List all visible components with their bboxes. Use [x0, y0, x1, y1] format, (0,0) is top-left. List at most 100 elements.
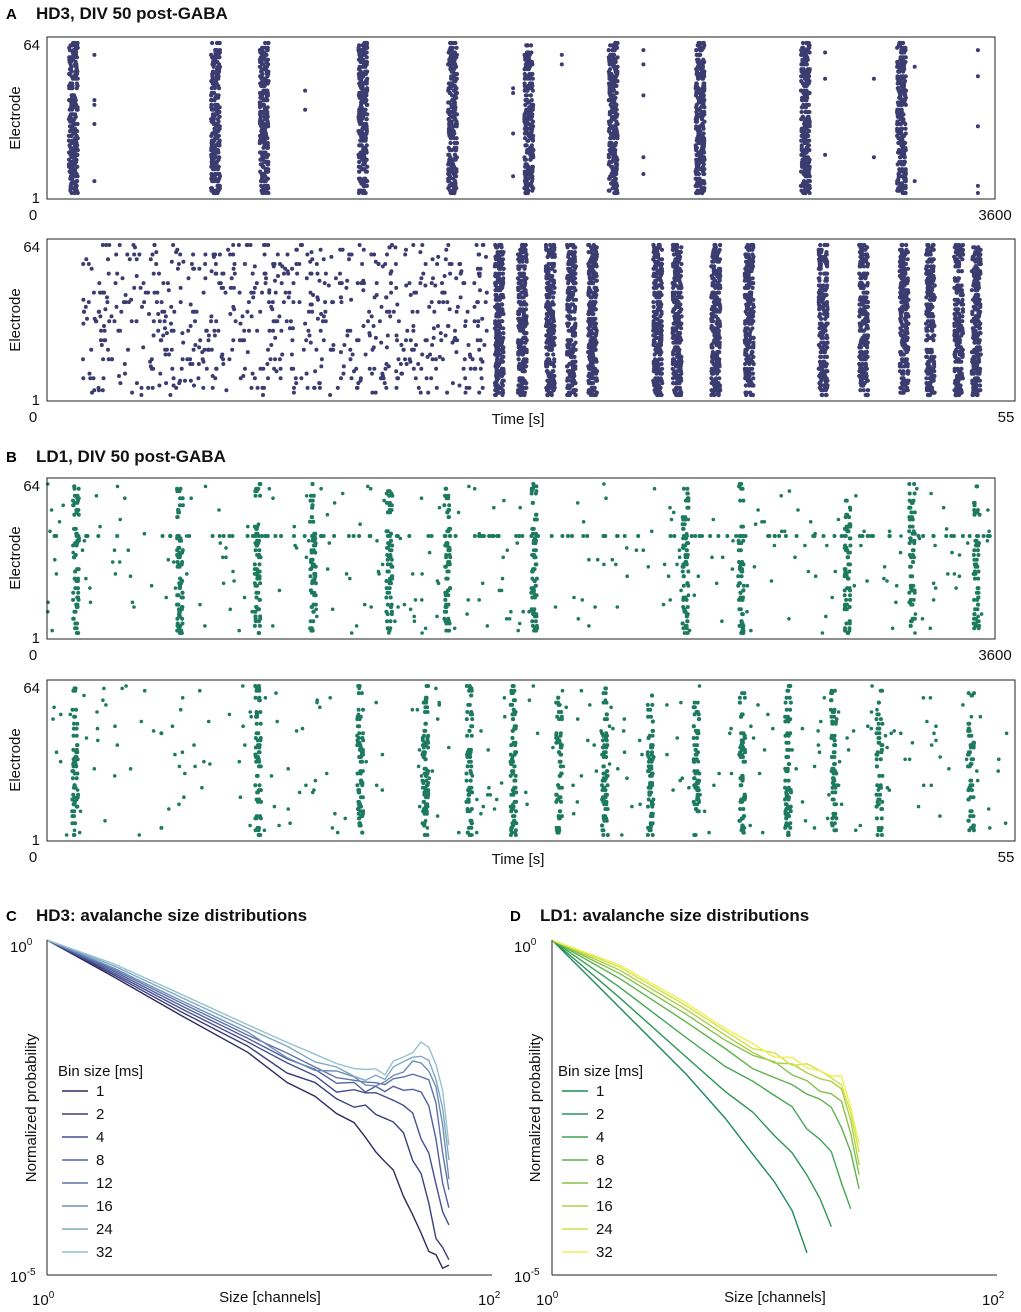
raster-a1-isolated-spike [975, 191, 980, 195]
raster-a1-burst-spike [527, 105, 532, 110]
raster-a1-burst-spike [363, 176, 368, 181]
raster-a2-burst-spike [545, 369, 550, 374]
raster-a1-burst-spike [801, 102, 806, 107]
raster-a1-burst-spike [358, 143, 363, 148]
raster-a1-isolated-spike [641, 62, 646, 67]
raster-a1-burst-spike [614, 90, 619, 96]
raster-a1-burst-spike [365, 112, 370, 117]
raster-a1-burst-spike [805, 102, 810, 107]
raster-a1-burst-spike [525, 50, 530, 55]
raster-a1-burst-spike [357, 64, 362, 69]
raster-a2-burst-spike [817, 311, 823, 317]
raster-a1-burst-spike [701, 155, 707, 160]
raster-a2-burst-spike [822, 354, 827, 359]
raster-a2-burst-spike [565, 350, 570, 355]
raster-a2-burst-spike [501, 276, 506, 281]
raster-a1-burst-spike [522, 155, 527, 160]
raster-a1-burst-spike [801, 67, 806, 72]
raster-a1-burst-spike [897, 159, 902, 165]
raster-a1-burst-spike [265, 105, 270, 110]
raster-a1-burst-spike [528, 81, 534, 86]
raster-a2-burst-spike [516, 338, 521, 343]
raster-a2-burst-spike [586, 242, 591, 248]
raster-a2-burst-spike [569, 242, 574, 248]
raster-a2-burst-spike [655, 300, 660, 305]
raster-a1-burst-spike [701, 179, 706, 184]
raster-a1-burst-spike [694, 48, 699, 53]
raster-a2-burst-spike [675, 242, 680, 248]
raster-a1-burst-spike [446, 107, 451, 112]
raster-a1-burst-spike [446, 145, 451, 150]
raster-a2-burst-spike [565, 302, 570, 307]
raster-a2-burst-spike [715, 290, 720, 295]
raster-a2-burst-spike [825, 340, 830, 345]
raster-a2-burst-spike [750, 371, 756, 376]
raster-a1-burst-spike [72, 126, 78, 131]
raster-a2-burst-spike [551, 295, 556, 300]
raster-a2-burst-spike [565, 338, 570, 343]
raster-a1-isolated-spike [641, 172, 646, 176]
raster-a2-burst-spike [517, 271, 523, 276]
raster-a2-burst-spike [711, 290, 716, 295]
raster-a1-isolated-spike [92, 102, 97, 107]
raster-a2-burst-spike [519, 242, 525, 248]
raster-a1-burst-spike [903, 131, 908, 136]
raster-a2-burst-spike [522, 264, 528, 269]
raster-a2-burst-spike [501, 250, 506, 255]
raster-a1-burst-spike [74, 121, 79, 127]
raster-a1-burst-spike [530, 164, 536, 169]
raster-a1-ytick-bottom: 1 [32, 190, 40, 207]
raster-a2-burst-spike [660, 366, 665, 371]
raster-a1-burst-spike [266, 69, 271, 74]
raster-a1-burst-spike [210, 40, 215, 46]
raster-a2-burst-spike [522, 345, 527, 350]
raster-a2-burst-spike [866, 388, 871, 393]
raster-a1-burst-spike [799, 79, 804, 84]
raster-a1-isolated-spike [912, 179, 917, 184]
raster-a1-burst-spike [529, 50, 534, 55]
raster-a2-burst-spike [744, 252, 749, 257]
raster-a2-spikes [81, 242, 983, 398]
raster-a2-burst-spike [651, 304, 656, 309]
raster-a2-burst-spike [857, 271, 862, 276]
raster-a1-burst-spike [525, 148, 530, 153]
raster-a2-burst-spike [566, 383, 571, 388]
raster-a1-burst-spike [903, 190, 908, 196]
raster-a2-burst-spike [569, 338, 574, 343]
raster-a2-burst-spike [573, 297, 579, 302]
raster-a2-burst-spike [493, 271, 498, 276]
raster-a2-burst-spike [547, 357, 552, 362]
raster-a2-burst-spike [751, 340, 756, 345]
raster-a2-burst-spike [548, 242, 553, 248]
raster-a2-burst-spike [566, 314, 571, 319]
raster-a1-burst-spike [696, 40, 701, 46]
raster-a1-burst-spike [452, 145, 457, 150]
raster-a2-burst-spike [500, 302, 505, 307]
raster-a1-burst-spike [799, 109, 804, 115]
raster-a1-burst-spike [217, 138, 222, 143]
raster-a1-burst-spike [365, 86, 370, 91]
raster-a2-burst-spike [749, 242, 754, 248]
raster-a2-burst-spike [750, 276, 755, 281]
raster-a1-burst-spike [450, 98, 455, 103]
raster-a1-burst-spike [806, 40, 811, 46]
raster-a1-burst-spike [356, 129, 361, 134]
raster-a1-burst-spike [529, 143, 535, 148]
raster-a2-burst-spike [717, 247, 722, 252]
raster-a1-burst-spike [613, 140, 619, 146]
raster-a1-burst-spike [798, 88, 804, 93]
raster-a2-burst-spike [493, 319, 498, 324]
raster-a1-burst-spike [265, 88, 270, 93]
raster-a2-burst-spike [651, 242, 656, 248]
raster-a1-burst-spike [209, 98, 215, 103]
raster-a1-burst-spike [613, 40, 618, 46]
raster-a1-burst-spike [214, 102, 219, 107]
raster-a1-burst-spike [216, 40, 221, 46]
raster-a2-burst-spike [501, 331, 506, 336]
raster-a1-burst-spike [215, 155, 220, 160]
raster-a2-burst-spike [824, 333, 829, 338]
raster-a1-spikes [66, 40, 980, 196]
raster-a2-burst-spike [824, 369, 830, 374]
raster-a2-burst-spike [550, 369, 555, 374]
raster-a1-burst-spike [259, 162, 264, 167]
